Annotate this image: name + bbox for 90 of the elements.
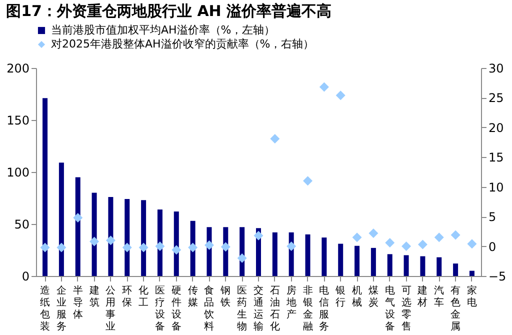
bar (157, 209, 162, 276)
bar (404, 255, 409, 276)
x-tick-label: 家电 (466, 284, 477, 308)
y2-tick-label: 15 (488, 150, 504, 165)
legend-label: 对2025年港股整体AH溢价收窄的贡献率（%，右轴） (51, 38, 314, 50)
x-tick-label: 汽车 (434, 284, 444, 308)
bar (469, 270, 474, 276)
x-tick-label: 企业服务 (56, 284, 66, 332)
x-tick-label: 传媒 (188, 286, 198, 308)
point (319, 82, 329, 92)
point (385, 238, 395, 248)
bar (420, 256, 426, 276)
point (418, 240, 428, 250)
bar (108, 196, 114, 276)
y2-tick-label: 30 (488, 62, 504, 76)
x-tick-label: 电信服务 (319, 284, 330, 332)
y2-tick-label: 5 (488, 210, 496, 224)
x-tick-label: 化工 (138, 284, 149, 308)
point (254, 230, 264, 240)
bar (387, 254, 392, 276)
point (270, 134, 280, 144)
x-tick-label: 建材 (416, 284, 428, 308)
bar (42, 98, 48, 276)
x-tick-label: 硬件设备 (171, 286, 182, 332)
point (40, 242, 50, 252)
x-tick-label: 造纸包装 (40, 284, 50, 332)
point (155, 242, 165, 252)
bar (58, 162, 64, 276)
y2-tick-label: −5 (488, 270, 506, 284)
point (368, 228, 378, 238)
x-tick-label: 电气设备 (384, 284, 395, 332)
point (336, 90, 346, 100)
point (303, 176, 313, 186)
bar (436, 257, 442, 276)
bar (75, 177, 80, 276)
point (90, 236, 100, 246)
bar (453, 264, 458, 276)
bar (272, 232, 278, 276)
x-tick-label: 交通运输 (254, 284, 264, 332)
x-tick-label: 非银金融 (302, 284, 313, 332)
point (188, 242, 198, 252)
y-tick-label: 100 (6, 166, 30, 180)
point (138, 242, 148, 252)
x-tick-label: 医药生物 (237, 286, 248, 332)
point (73, 213, 83, 223)
point (467, 239, 477, 249)
bar (370, 248, 376, 276)
x-tick-label: 半导体 (72, 284, 83, 320)
y-tick-label: 200 (6, 62, 30, 76)
point (450, 230, 460, 240)
bar (305, 234, 310, 276)
x-tick-label: 机械 (352, 284, 362, 308)
y2-tick-label: 20 (488, 120, 504, 135)
y-tick-label: 0 (22, 270, 30, 284)
bar (322, 238, 327, 276)
x-tick-label: 可选零售 (401, 286, 412, 332)
point (434, 232, 444, 242)
bar (354, 246, 360, 276)
point (352, 232, 362, 242)
point (220, 242, 230, 252)
x-tick-label: 煤炭 (368, 284, 378, 308)
x-tick-label: 有色金属 (450, 284, 461, 332)
point (106, 236, 116, 246)
x-tick-label: 石油石化 (270, 286, 280, 332)
y2-tick-label: 10 (488, 180, 504, 194)
y-tick-label: 150 (6, 114, 30, 128)
point (286, 242, 296, 252)
bar (92, 192, 97, 276)
legend-label: 当前港股市值加权平均AH溢价率（%，左轴） (51, 24, 276, 36)
x-tick-label: 房地产 (285, 284, 296, 320)
point (237, 253, 247, 263)
chart-title: 图17：外资重仓两地股行业 AH 溢价率普遍不高 (6, 2, 332, 20)
point (56, 242, 66, 252)
x-tick-label: 建筑 (88, 284, 100, 308)
point (204, 240, 214, 250)
bar (124, 199, 130, 276)
x-tick-label: 环保 (122, 286, 132, 308)
x-tick-label: 银行 (334, 286, 346, 308)
bar (141, 200, 146, 276)
bar (338, 244, 344, 276)
y-tick-label: 50 (14, 218, 30, 232)
x-tick-label: 医疗设备 (154, 286, 165, 332)
point (122, 242, 132, 252)
x-tick-label: 钢铁 (220, 286, 231, 308)
point (172, 245, 182, 255)
x-tick-label: 公用事业 (106, 284, 116, 332)
point (402, 242, 412, 252)
y2-tick-label: 0 (488, 240, 496, 254)
y2-tick-label: 25 (488, 91, 504, 106)
x-tick-label: 食品饮料 (203, 284, 214, 332)
